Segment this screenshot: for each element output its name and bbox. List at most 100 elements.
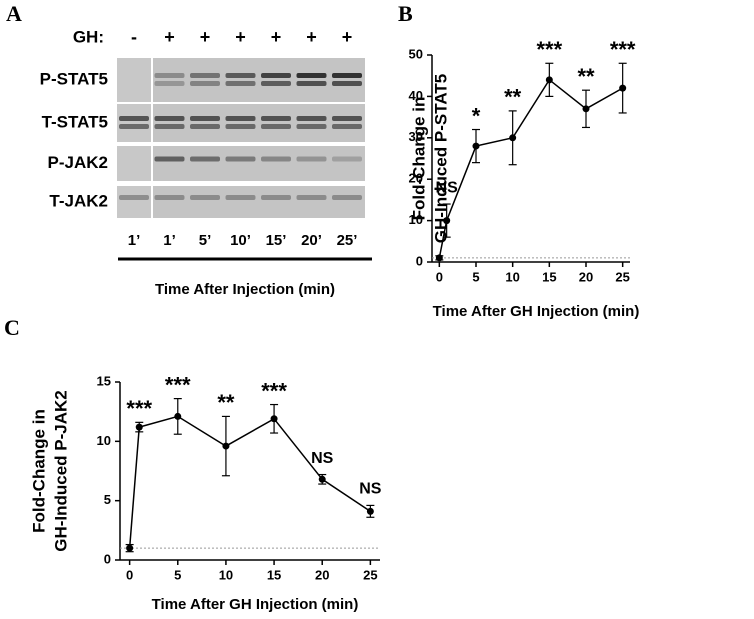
band bbox=[190, 81, 220, 86]
lane-label: 25’ bbox=[337, 232, 358, 249]
lane-label: 20’ bbox=[301, 232, 322, 249]
data-point bbox=[582, 105, 590, 113]
band bbox=[296, 124, 327, 129]
data-point bbox=[126, 544, 134, 552]
y-axis-label: Fold-Change in bbox=[29, 409, 48, 533]
y-tick-label: 10 bbox=[97, 433, 111, 448]
data-point bbox=[545, 76, 553, 84]
y-tick-label: 10 bbox=[409, 212, 423, 227]
panel-label: B bbox=[398, 1, 413, 26]
band bbox=[154, 81, 185, 86]
lane-label: 1’ bbox=[128, 232, 141, 249]
row-label: T-JAK2 bbox=[49, 191, 108, 210]
significance-label: *** bbox=[126, 396, 152, 421]
band bbox=[154, 195, 185, 200]
row-label: T-STAT5 bbox=[42, 112, 108, 131]
band bbox=[332, 73, 362, 78]
data-point bbox=[270, 415, 278, 423]
band bbox=[332, 81, 362, 86]
significance-label: NS bbox=[359, 481, 382, 498]
x-tick-label: 10 bbox=[219, 567, 233, 582]
blot-strip bbox=[152, 58, 365, 102]
x-tick-label: 0 bbox=[436, 269, 443, 284]
band bbox=[154, 124, 185, 129]
blot-strip bbox=[117, 146, 152, 181]
y-tick-label: 0 bbox=[104, 551, 111, 566]
x-tick-label: 20 bbox=[579, 269, 593, 284]
significance-label: *** bbox=[536, 37, 562, 62]
lane-label: 5’ bbox=[199, 232, 212, 249]
band bbox=[296, 156, 327, 162]
x-tick-label: 5 bbox=[472, 269, 479, 284]
y-axis-label: Fold-Change in bbox=[409, 97, 428, 221]
data-point bbox=[135, 423, 143, 431]
data-point bbox=[174, 412, 182, 420]
panel-label: C bbox=[4, 315, 20, 340]
band bbox=[261, 116, 291, 121]
data-point bbox=[472, 142, 480, 150]
x-tick-label: 15 bbox=[267, 567, 281, 582]
band bbox=[154, 73, 185, 78]
band bbox=[190, 124, 220, 129]
significance-label: ** bbox=[577, 64, 595, 89]
band bbox=[154, 156, 185, 162]
band bbox=[261, 81, 291, 86]
blot-strip bbox=[117, 58, 152, 102]
band bbox=[332, 116, 362, 121]
lane-label: 10’ bbox=[230, 232, 251, 249]
x-axis-label: Time After GH Injection (min) bbox=[152, 596, 359, 613]
band bbox=[261, 73, 291, 78]
x-tick-label: 15 bbox=[542, 269, 556, 284]
row-label: P-STAT5 bbox=[40, 69, 108, 88]
band bbox=[190, 195, 220, 200]
x-tick-label: 25 bbox=[615, 269, 629, 284]
band bbox=[261, 124, 291, 129]
y-axis-label: GH-Induced P-STAT5 bbox=[431, 74, 450, 243]
treatment-sign: + bbox=[271, 27, 282, 47]
y-tick-label: 20 bbox=[409, 171, 423, 186]
band bbox=[332, 124, 362, 129]
x-tick-label: 20 bbox=[315, 567, 329, 582]
band bbox=[296, 116, 327, 121]
band bbox=[225, 116, 256, 121]
band bbox=[225, 124, 256, 129]
blot-strip bbox=[152, 146, 365, 181]
treatment-sign: + bbox=[342, 27, 353, 47]
significance-label: * bbox=[472, 103, 481, 128]
band bbox=[154, 116, 185, 121]
y-tick-label: 15 bbox=[97, 373, 111, 388]
band bbox=[332, 156, 362, 162]
band bbox=[225, 81, 256, 86]
panel-label: A bbox=[6, 1, 22, 26]
series-line bbox=[438, 78, 624, 259]
significance-label: NS bbox=[311, 450, 334, 467]
blot-strip bbox=[152, 104, 365, 142]
significance-label: ** bbox=[217, 390, 235, 415]
treatment-sign: + bbox=[306, 27, 317, 47]
x-tick-label: 0 bbox=[126, 567, 133, 582]
series-line bbox=[128, 415, 371, 549]
y-tick-label: 0 bbox=[416, 253, 423, 268]
row-label: P-JAK2 bbox=[48, 153, 108, 172]
band bbox=[296, 195, 327, 200]
treatment-label: GH: bbox=[73, 27, 104, 46]
x-tick-label: 25 bbox=[363, 567, 377, 582]
band bbox=[261, 156, 291, 162]
band bbox=[332, 195, 362, 200]
band bbox=[190, 156, 220, 162]
band bbox=[225, 156, 256, 162]
y-tick-label: 40 bbox=[409, 88, 423, 103]
blot-strip bbox=[152, 186, 365, 218]
band bbox=[119, 195, 149, 200]
treatment-sign: - bbox=[131, 27, 137, 47]
lane-label: 15’ bbox=[266, 232, 287, 249]
significance-label: NS bbox=[436, 179, 459, 196]
data-point bbox=[443, 217, 451, 225]
band bbox=[225, 195, 256, 200]
x-tick-label: 5 bbox=[174, 567, 181, 582]
band bbox=[261, 195, 291, 200]
band bbox=[190, 73, 220, 78]
data-point bbox=[435, 254, 443, 262]
band bbox=[119, 116, 149, 121]
